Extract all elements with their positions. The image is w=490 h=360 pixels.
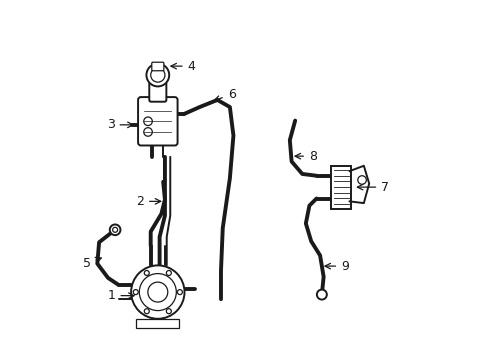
Text: 3: 3 xyxy=(107,118,133,131)
Circle shape xyxy=(317,289,327,300)
FancyBboxPatch shape xyxy=(137,319,179,328)
Circle shape xyxy=(131,265,185,319)
Circle shape xyxy=(167,309,172,314)
FancyBboxPatch shape xyxy=(149,82,167,102)
Text: 8: 8 xyxy=(295,150,317,163)
Circle shape xyxy=(144,270,149,275)
Text: 6: 6 xyxy=(214,88,236,101)
Text: 5: 5 xyxy=(83,257,101,270)
FancyBboxPatch shape xyxy=(138,97,177,145)
Text: 7: 7 xyxy=(357,181,389,194)
Text: 1: 1 xyxy=(108,289,134,302)
Text: 4: 4 xyxy=(171,60,196,73)
Circle shape xyxy=(177,289,182,294)
Circle shape xyxy=(144,309,149,314)
Circle shape xyxy=(110,225,121,235)
FancyBboxPatch shape xyxy=(331,166,351,209)
Text: 2: 2 xyxy=(136,195,161,208)
FancyBboxPatch shape xyxy=(152,62,164,71)
Circle shape xyxy=(147,64,169,86)
Text: 9: 9 xyxy=(325,260,349,273)
Circle shape xyxy=(358,176,367,184)
Circle shape xyxy=(167,270,172,275)
Circle shape xyxy=(133,289,138,294)
Circle shape xyxy=(148,282,168,302)
